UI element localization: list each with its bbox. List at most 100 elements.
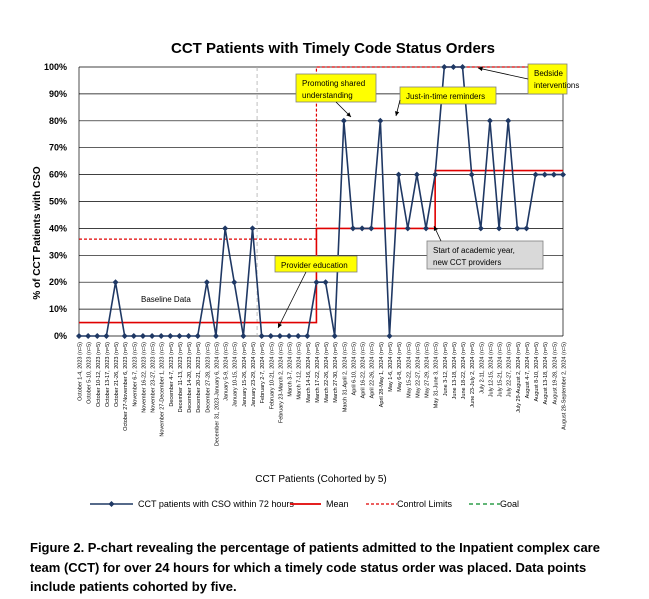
- annotation-arrowhead: [478, 66, 483, 72]
- x-tick-label: January 5-9, 2024 (n=5): [224, 342, 230, 401]
- x-tick-label: February 10-21, 2024 (n=5): [269, 342, 275, 410]
- y-tick-label: 50%: [49, 197, 67, 207]
- data-point: [505, 117, 512, 124]
- data-point: [459, 64, 466, 70]
- annotation-box-promoting: [295, 73, 377, 103]
- x-tick-label: November 27-December 1, 2023 (n=5): [160, 342, 166, 437]
- data-point: [149, 333, 156, 339]
- x-tick-label: October 27-November 6, 2023 (n=5): [123, 342, 129, 431]
- x-tick-label: November 6-7, 2023 (n=5): [132, 342, 138, 407]
- x-tick-label: August 13-18, 2024 (n=5): [543, 342, 549, 405]
- x-tick-label: April 16-22, 2024 (n=5): [361, 342, 367, 399]
- x-tick-label: December 31, 2023-January 6, 2024 (n=5): [214, 342, 220, 446]
- y-tick-label: 80%: [49, 116, 67, 126]
- data-point: [304, 333, 311, 339]
- data-point: [477, 225, 484, 232]
- data-point: [203, 279, 210, 286]
- data-points: [76, 64, 566, 339]
- annotation-text-academic: Start of academic year,: [433, 246, 515, 255]
- data-point: [386, 333, 393, 339]
- annotation-box-jit: [399, 86, 497, 105]
- data-point: [413, 171, 420, 178]
- data-point: [486, 117, 493, 124]
- x-tick-label: March 3-7, 2024 (n=5): [288, 342, 294, 397]
- data-point: [176, 333, 183, 339]
- data-point: [94, 333, 101, 339]
- y-tick-label: 70%: [49, 143, 67, 153]
- y-tick-labels: 0% 10% 20% 30% 40% 50% 60% 70% 80% 90% 100%: [44, 62, 67, 341]
- x-tick-label: August 4-7, 2024 (n=5): [525, 342, 531, 399]
- control-limits-line: [79, 66, 563, 240]
- annotation-text-bedside: interventions: [534, 81, 579, 90]
- data-point: [76, 333, 82, 339]
- x-tick-label: July 22-27, 2024 (n=5): [507, 342, 513, 397]
- x-tick-label: April 28-May 1, 2024 (n=5): [379, 342, 385, 407]
- data-point: [541, 171, 548, 178]
- annotation-arrow: [477, 67, 529, 80]
- annotations: Promoting shared understanding Just-in-tim…: [141, 63, 579, 329]
- x-axis-label: CCT Patients (Cohorted by 5): [255, 474, 387, 485]
- x-tick-label: October 10-12, 2023 (n=5): [96, 342, 102, 407]
- data-point: [286, 333, 293, 339]
- x-tick-label: July 29-August 2, 2024 (n=5): [516, 342, 522, 413]
- x-tick-label: December 4-7, 2023 (n=5): [169, 342, 175, 407]
- data-point: [240, 333, 247, 339]
- x-tick-label: May 31-June 3, 2024 (n=5): [434, 342, 440, 408]
- x-tick-label: March 27-30, 2024 (n=5): [333, 342, 339, 403]
- annotation-arrow: [277, 271, 307, 329]
- legend-marker-series: [108, 501, 115, 507]
- y-tick-label: 40%: [49, 223, 67, 233]
- x-tick-label: December 20-21, 2023 (n=5): [196, 342, 202, 413]
- x-tick-label: January 10-15, 2024 (n=5): [233, 342, 239, 407]
- legend-label-goal: Goal: [500, 499, 519, 509]
- y-tick-label: 0%: [54, 331, 67, 341]
- x-tick-label: July 2-11, 2024 (n=5): [479, 342, 485, 394]
- x-tick-label: October 5-10, 2023 (n=5): [87, 342, 93, 404]
- x-tick-label: October 13-17, 2023 (n=5): [105, 342, 111, 407]
- data-point: [359, 225, 366, 232]
- x-tick-label: August 19-28, 2024 (n=5): [552, 342, 558, 405]
- data-point: [139, 333, 146, 339]
- data-point: [249, 225, 256, 232]
- x-tick-labels: October 1-4, 2023 (n=5) October 5-10, 202…: [78, 342, 568, 446]
- data-point: [194, 333, 201, 339]
- legend-label-mean: Mean: [326, 499, 349, 509]
- data-point: [560, 171, 566, 178]
- annotation-text-academic: new CCT providers: [433, 258, 501, 267]
- x-tick-label: May 6-8, 2024 (n=5): [397, 342, 403, 392]
- y-tick-label: 30%: [49, 250, 67, 260]
- data-point: [103, 333, 110, 339]
- data-point: [167, 333, 174, 339]
- caption-line: team (CCT) for over 24 hours for which a…: [30, 559, 587, 575]
- annotation-text-jit: Just-in-time reminders: [406, 92, 485, 101]
- x-tick-label: February 23-March 2, 2024 (n=5): [278, 342, 284, 423]
- data-point: [295, 333, 302, 339]
- x-tick-label: April 6-10, 2024 (n=5): [351, 342, 357, 396]
- annotation-text-baseline: Baseline Data: [141, 295, 191, 304]
- data-point: [267, 333, 274, 339]
- x-tick-label: June 3-12, 2024 (n=5): [443, 342, 449, 396]
- annotation-text-bedside: Bedside: [534, 69, 563, 78]
- legend: CCT patients with CSO within 72 hours Mea…: [90, 499, 519, 509]
- x-tick-label: June 18-22, 2024 (n=5): [461, 342, 467, 400]
- mean-line: [79, 169, 563, 324]
- x-tick-label: December 14-20, 2023 (n=5): [187, 342, 193, 413]
- caption-line: include patients cohorted by five.: [30, 579, 237, 594]
- x-tick-label: March 17-22, 2024 (n=5): [315, 342, 321, 403]
- data-point: [395, 171, 402, 178]
- data-point: [340, 117, 347, 124]
- data-point: [450, 64, 457, 70]
- y-tick-label: 60%: [49, 170, 67, 180]
- annotation-arrowhead: [394, 111, 400, 116]
- legend-label-control-limits: Control Limits: [397, 499, 453, 509]
- data-point: [468, 171, 475, 178]
- legend-label-series: CCT patients with CSO within 72 hours: [138, 499, 294, 509]
- data-point: [368, 225, 375, 232]
- x-tick-label: January 23-29, 2024 (n=5): [251, 342, 257, 407]
- data-point: [377, 117, 384, 124]
- data-point: [212, 333, 219, 339]
- annotation-arrowhead: [278, 323, 282, 328]
- x-tick-label: June 23-July 2, 2024 (n=5): [470, 342, 476, 408]
- data-point: [441, 64, 448, 70]
- data-point: [313, 279, 320, 286]
